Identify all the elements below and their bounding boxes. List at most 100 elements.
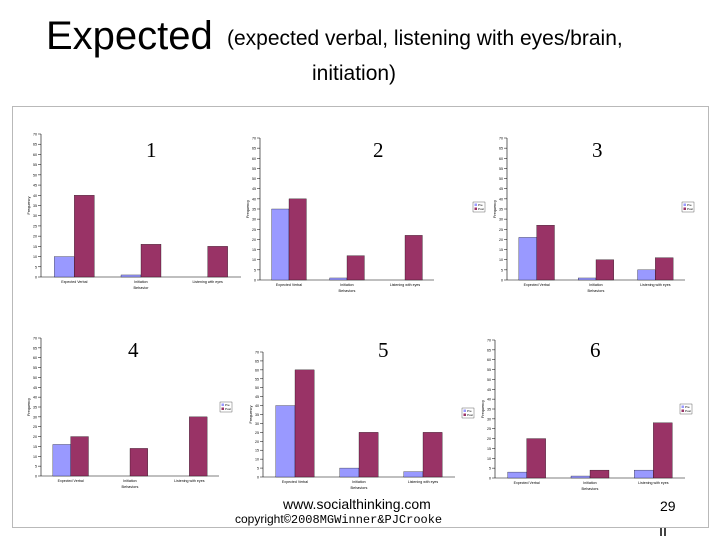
legend-label-pre: Pre (478, 203, 483, 207)
chart-panel-1: 0 5 10 15 20 25 30 35 40 45 50 55 60 65 70 Frequency Exp… (18, 124, 243, 296)
y-tick-label: 5 (35, 465, 37, 469)
legend-swatch-pre (463, 409, 466, 412)
y-tick-label: 50 (33, 376, 37, 380)
y-axis-label: Frequency (493, 200, 497, 218)
y-tick-label: 45 (252, 187, 256, 191)
footer-copyright: copyright©2008MGWinner&PJCrooke (235, 512, 442, 527)
y-tick-label: 65 (33, 143, 37, 147)
y-tick-label: 15 (255, 449, 259, 453)
y-tick-label: 40 (487, 398, 491, 402)
chart-panel-5: 0 5 10 15 20 25 30 35 40 45 50 55 60 65 70 Frequency Exp… (249, 330, 484, 492)
legend-swatch-post (474, 207, 477, 210)
y-tick-label: 55 (487, 368, 491, 372)
y-tick-label: 55 (33, 163, 37, 167)
y-tick-label: 45 (499, 187, 503, 191)
legend-label-post: Post (478, 207, 484, 211)
x-axis-label: Behaviors (351, 486, 368, 490)
legend-box (472, 201, 486, 213)
y-tick-label: 30 (33, 214, 37, 218)
y-tick-label: 20 (499, 238, 503, 242)
x-tick-label: Initiation (134, 280, 147, 284)
legend-label-post: Post (225, 407, 231, 411)
legend-swatch-post (683, 207, 686, 210)
bar-post (346, 255, 365, 281)
x-tick-label: Expected Verbal (514, 481, 540, 485)
x-axis-label: Behaviors (588, 289, 605, 293)
y-tick-label: 65 (252, 147, 256, 151)
legend-swatch-pre (683, 203, 686, 206)
y-tick-label: 70 (499, 137, 503, 141)
bar-post (358, 432, 379, 478)
y-tick-label: 25 (252, 228, 256, 232)
y-tick-label: 15 (499, 248, 503, 252)
bar-post (653, 422, 673, 479)
y-tick-label: 10 (255, 458, 259, 462)
corner-mark (660, 528, 666, 536)
x-tick-label: Initiation (340, 283, 353, 287)
bar-post (74, 195, 95, 278)
x-tick-label: Initiation (123, 479, 136, 483)
legend-swatch-pre (681, 405, 684, 408)
x-tick-label: Expected Verbal (276, 283, 302, 287)
y-tick-label: 35 (33, 204, 37, 208)
y-tick-label: 20 (33, 435, 37, 439)
y-tick-label: 60 (33, 153, 37, 157)
x-axis-label: Behaviors (122, 485, 139, 489)
chart-number-4: 4 (128, 338, 139, 362)
y-tick-label: 5 (489, 467, 491, 471)
y-tick-label: 45 (33, 386, 37, 390)
y-tick-label: 0 (254, 279, 256, 283)
page-number: 29 (660, 498, 676, 514)
y-tick-label: 60 (487, 358, 491, 362)
bar-pre (507, 471, 527, 479)
bar-pre (275, 405, 296, 478)
x-tick-label: Initiation (583, 481, 596, 485)
y-axis-label: Frequency (246, 200, 250, 218)
y-tick-label: 50 (499, 177, 503, 181)
y-tick-label: 10 (33, 455, 37, 459)
x-tick-label: Listening with eyes (638, 481, 669, 485)
chart-panel-2: 0 5 10 15 20 25 30 35 40 45 50 55 60 65 70 Frequency Exp… (246, 128, 489, 300)
x-tick-label: Listening with eyes (390, 283, 421, 287)
legend-swatch-post (463, 413, 466, 416)
y-tick-label: 70 (33, 133, 37, 137)
y-tick-label: 45 (255, 395, 259, 399)
y-tick-label: 50 (33, 173, 37, 177)
bar-pre (570, 475, 591, 479)
copyright-rest: ©2008MGWinner&PJCrooke (283, 513, 443, 527)
bar-chart-5: 0 5 10 15 20 25 30 35 40 45 50 55 60 65 70 Frequency Exp… (249, 351, 475, 490)
y-tick-label: 30 (33, 415, 37, 419)
y-tick-label: 0 (501, 279, 503, 283)
legend-label-pre: Pre (225, 403, 230, 407)
y-tick-label: 50 (255, 386, 259, 390)
y-tick-label: 5 (254, 268, 256, 272)
y-tick-label: 50 (252, 177, 256, 181)
x-axis-label: Behaviors (582, 487, 599, 491)
bar-post (189, 416, 208, 477)
y-tick-label: 60 (252, 157, 256, 161)
legend-label-pre: Pre (685, 405, 690, 409)
legend-label-pre: Pre (687, 203, 692, 207)
bar-pre (637, 269, 656, 281)
bar-post (404, 235, 423, 281)
y-tick-label: 25 (499, 228, 503, 232)
y-tick-label: 0 (35, 475, 37, 479)
y-tick-label: 30 (252, 218, 256, 222)
y-tick-label: 20 (252, 238, 256, 242)
legend-label-post: Post (467, 413, 473, 417)
x-tick-label: Listening with eyes (192, 280, 223, 284)
bar-post (595, 259, 614, 281)
y-tick-label: 55 (252, 167, 256, 171)
bar-pre (54, 256, 75, 278)
y-tick-label: 35 (255, 413, 259, 417)
chart-panel-3: 0 5 10 15 20 25 30 35 40 45 50 55 60 65 70 Frequency Exp… (493, 128, 704, 300)
bar-pre (271, 208, 290, 281)
y-tick-label: 10 (487, 457, 491, 461)
y-tick-label: 65 (33, 346, 37, 350)
x-tick-label: Expected Verbal (524, 283, 550, 287)
legend-box (679, 403, 693, 415)
bar-post (422, 432, 443, 478)
y-tick-label: 15 (33, 245, 37, 249)
y-axis-label: Frequency (27, 398, 31, 416)
legend-box (681, 201, 695, 213)
